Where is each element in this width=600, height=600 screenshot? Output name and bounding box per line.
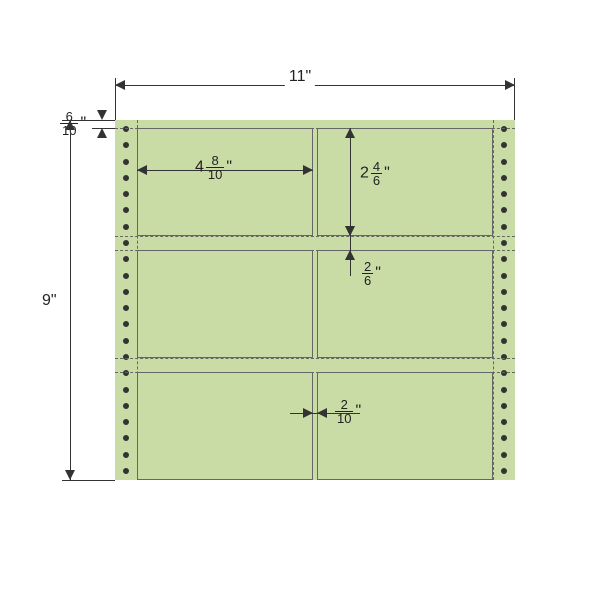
dim-rowgap-ext (350, 236, 351, 276)
dim-cellw-arrow-l (137, 165, 147, 175)
dim-height-arrow-u (65, 120, 75, 130)
label-cell (137, 372, 313, 480)
dim-cellh-label: 246" (360, 160, 390, 187)
label-cell (317, 128, 493, 236)
dash-h-3 (115, 358, 515, 359)
dim-width-tick-l (115, 78, 116, 120)
label-cell (317, 250, 493, 358)
label-sheet: 4810" 246" 26" 210" (115, 120, 515, 480)
perf-right (497, 120, 511, 480)
dim-colgap-label: 210" (333, 398, 361, 425)
dim-height-arrow-d (65, 470, 75, 480)
dim-rowgap-arrow-d (345, 226, 355, 236)
dim-height-tick-b (62, 480, 115, 481)
dim-cellh-arrow-u (345, 128, 355, 138)
dim-width-label: 11" (285, 68, 315, 86)
label-cell (137, 250, 313, 358)
dim-top-margin-arrow-d (97, 110, 107, 120)
dim-width-arrow-l (115, 80, 125, 90)
dim-cellw-arrow-r (303, 165, 313, 175)
dim-cellh-line (350, 128, 351, 236)
label-cell (137, 128, 313, 236)
diagram-stage: 11" 610" 9" (0, 0, 600, 600)
dim-height-label: 9" (42, 290, 57, 312)
dim-top-margin-arrow-u (97, 128, 107, 138)
dim-height-tick-t (62, 120, 115, 121)
dim-height-line (70, 120, 71, 480)
perf-left (119, 120, 133, 480)
dim-width-tick-r (514, 78, 515, 120)
label-cell (317, 372, 493, 480)
dash-h-1 (115, 236, 515, 237)
dash-v-right (493, 120, 494, 480)
dim-rowgap-label: 26" (360, 260, 381, 287)
dim-cellw-label: 4810" (195, 154, 232, 181)
